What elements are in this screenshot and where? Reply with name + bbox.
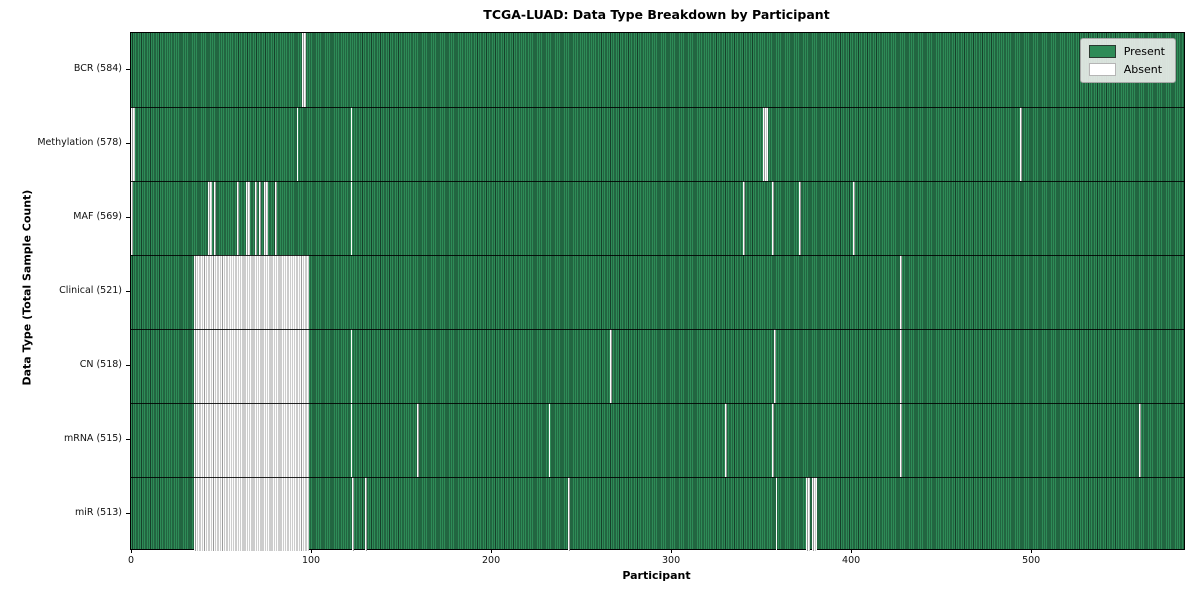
x-tick-mark bbox=[851, 549, 853, 553]
absent-stripe bbox=[131, 107, 135, 181]
x-tick-mark bbox=[311, 549, 313, 553]
legend-item-absent: Absent bbox=[1088, 63, 1165, 76]
absent-stripe bbox=[775, 477, 778, 551]
y-tick-label: BCR (584) bbox=[73, 63, 122, 74]
row-separator bbox=[131, 329, 1184, 330]
y-tick-label: miR (513) bbox=[74, 507, 122, 518]
absent-stripe bbox=[350, 329, 353, 403]
heatmap-row-mir bbox=[131, 477, 1184, 551]
absent-stripe bbox=[899, 329, 902, 403]
absent-stripe bbox=[798, 181, 801, 255]
heatmap-row-methylation bbox=[131, 107, 1184, 181]
x-tick-label: 500 bbox=[1022, 555, 1041, 566]
y-tick-label: Clinical (521) bbox=[59, 285, 122, 296]
absent-stripe bbox=[275, 181, 277, 255]
x-tick-label: 200 bbox=[481, 555, 501, 566]
y-tick-label: MAF (569) bbox=[73, 211, 122, 222]
absent-stripe bbox=[1139, 403, 1141, 477]
row-separator bbox=[131, 403, 1184, 404]
y-tick-mark bbox=[126, 69, 130, 70]
absent-stripe bbox=[296, 107, 299, 181]
y-tick-mark bbox=[126, 143, 130, 144]
legend-item-present: Present bbox=[1088, 45, 1165, 58]
absent-stripe bbox=[417, 403, 420, 477]
heatmap-row-maf bbox=[131, 181, 1184, 255]
absent-stripe bbox=[725, 403, 727, 477]
absent-stripe bbox=[771, 403, 774, 477]
row-separator bbox=[131, 477, 1184, 478]
absent-stripe bbox=[213, 181, 216, 255]
heatmap-row-mrna bbox=[131, 403, 1184, 477]
chart-title: TCGA-LUAD: Data Type Breakdown by Partic… bbox=[483, 7, 830, 22]
legend-label: Absent bbox=[1123, 63, 1163, 76]
x-tick-label: 100 bbox=[301, 555, 321, 566]
legend: Present Absent bbox=[1079, 38, 1176, 83]
absent-stripe bbox=[258, 181, 261, 255]
absent-stripe bbox=[255, 181, 258, 255]
absent-stripe bbox=[548, 403, 551, 477]
absent-swatch-icon bbox=[1088, 63, 1116, 76]
heatmap-row-bcr bbox=[131, 33, 1184, 107]
absent-stripe bbox=[194, 329, 310, 403]
absent-stripe bbox=[194, 477, 310, 551]
absent-stripe bbox=[568, 477, 571, 551]
y-tick-mark bbox=[126, 365, 130, 366]
x-axis-label: Participant bbox=[622, 569, 691, 582]
x-tick-mark bbox=[1031, 549, 1033, 553]
x-tick-label: 400 bbox=[842, 555, 861, 566]
x-tick-mark bbox=[131, 549, 132, 553]
heatmap-row-clinical bbox=[131, 255, 1184, 329]
absent-stripe bbox=[208, 181, 212, 255]
y-tick-label: Methylation (578) bbox=[37, 137, 122, 148]
x-tick-mark bbox=[491, 549, 493, 553]
present-swatch-icon bbox=[1088, 45, 1116, 58]
absent-stripe bbox=[771, 181, 774, 255]
absent-stripe bbox=[899, 255, 902, 329]
absent-stripe bbox=[237, 181, 240, 255]
x-tick-mark bbox=[671, 549, 673, 553]
absent-stripe bbox=[762, 107, 769, 181]
absent-stripe bbox=[194, 403, 310, 477]
row-separator bbox=[131, 181, 1184, 182]
y-tick-mark bbox=[126, 513, 130, 514]
y-tick-label: mRNA (515) bbox=[63, 433, 122, 444]
heatmap-row-cn bbox=[131, 329, 1184, 403]
x-tick-label: 0 bbox=[127, 555, 135, 566]
y-tick-label: CN (518) bbox=[79, 359, 122, 370]
absent-stripe bbox=[852, 181, 855, 255]
row-separator bbox=[131, 107, 1184, 108]
heatmap-plot-area bbox=[130, 32, 1185, 551]
absent-stripe bbox=[350, 107, 353, 181]
absent-stripe bbox=[194, 255, 310, 329]
absent-stripe bbox=[365, 477, 367, 551]
absent-stripe bbox=[264, 181, 268, 255]
absent-stripe bbox=[131, 181, 133, 255]
absent-stripe bbox=[352, 477, 355, 551]
absent-stripe bbox=[773, 329, 776, 403]
absent-stripe bbox=[1020, 107, 1023, 181]
absent-stripe bbox=[811, 477, 817, 551]
x-tick-label: 300 bbox=[662, 555, 681, 566]
absent-stripe bbox=[350, 181, 353, 255]
legend-label: Present bbox=[1123, 45, 1165, 58]
y-tick-mark bbox=[126, 439, 130, 440]
absent-stripe bbox=[609, 329, 612, 403]
absent-stripe bbox=[806, 477, 810, 551]
absent-stripe bbox=[743, 181, 745, 255]
row-separator bbox=[131, 255, 1184, 256]
absent-stripe bbox=[899, 403, 902, 477]
absent-stripe bbox=[302, 33, 306, 107]
y-tick-mark bbox=[126, 217, 130, 218]
absent-stripe bbox=[246, 181, 250, 255]
absent-stripe bbox=[350, 403, 353, 477]
y-tick-mark bbox=[126, 291, 130, 292]
